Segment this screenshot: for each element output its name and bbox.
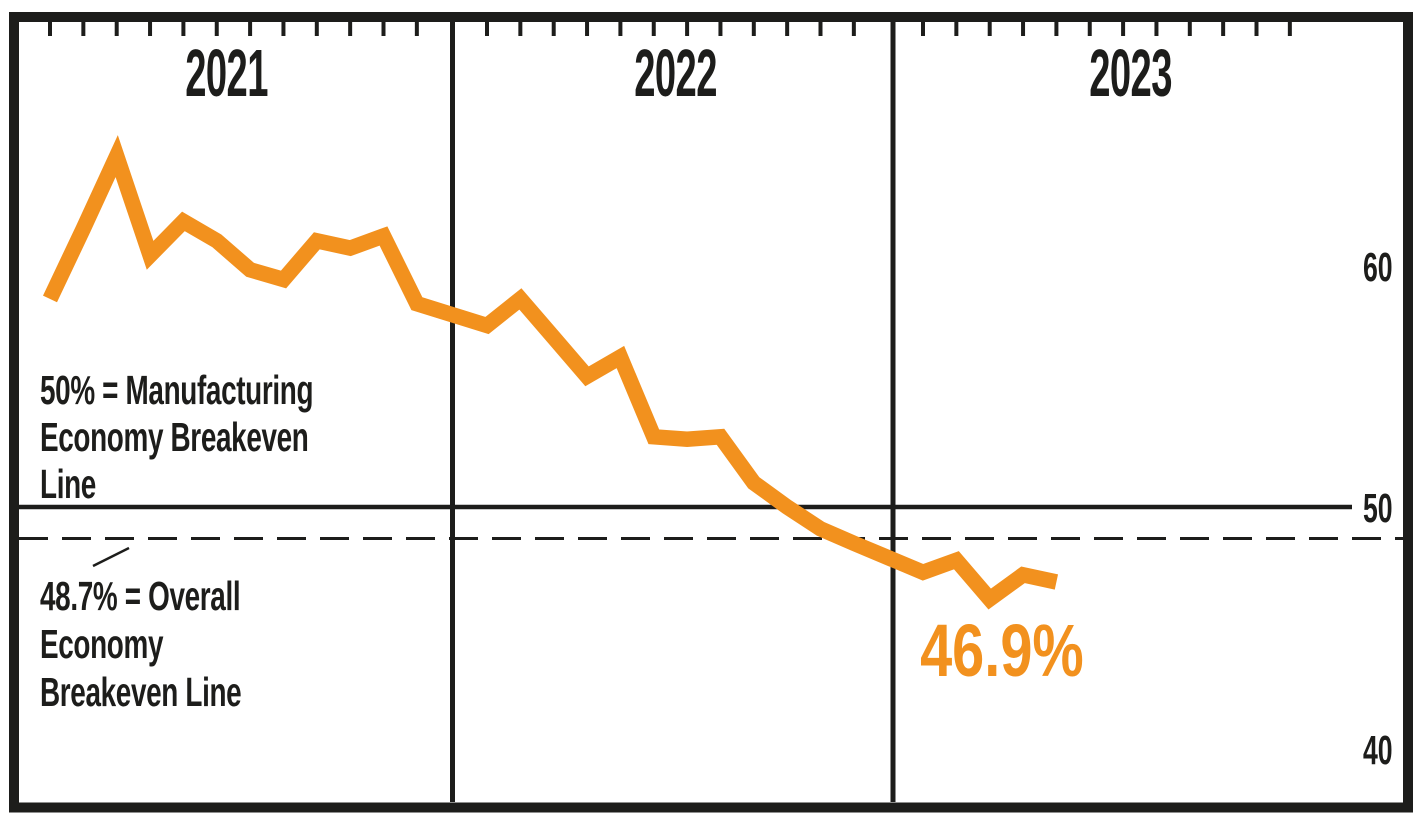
annotation-manufacturing-line-1: 50% = Manufacturing	[40, 367, 314, 413]
pmi-data-line	[42, 135, 1059, 610]
annotation-overall-line-1: 48.7% = Overall	[40, 573, 241, 619]
chart-border	[9, 12, 1413, 813]
annotation-overall-breakeven: 48.7% = Overall Economy Breakeven Line	[40, 572, 336, 716]
annotation-manufacturing-line-2: Economy Breakeven	[40, 414, 309, 460]
year-label-2023: 2023	[981, 40, 1281, 107]
y-axis-label-50: 50	[1363, 485, 1393, 531]
year-label-2021: 2021	[77, 40, 377, 107]
annotation-overall-line-3: Breakeven Line	[40, 669, 242, 715]
year-label-2021-text: 2021	[185, 36, 269, 111]
annotation-pointer-line	[92, 546, 130, 568]
annotation-manufacturing-line-3: Line	[40, 461, 96, 507]
y-axis-label-40: 40	[1363, 727, 1393, 773]
year-label-2023-text: 2023	[1089, 36, 1173, 111]
y-axis-label-60: 60	[1363, 244, 1393, 290]
current-value-label: 46.9%	[920, 609, 1084, 692]
year-label-2022: 2022	[526, 40, 826, 107]
annotation-overall-line-2: Economy	[40, 621, 164, 667]
annotation-manufacturing-breakeven: 50% = Manufacturing Economy Breakeven Li…	[40, 367, 442, 508]
year-label-2022-text: 2022	[634, 36, 718, 111]
